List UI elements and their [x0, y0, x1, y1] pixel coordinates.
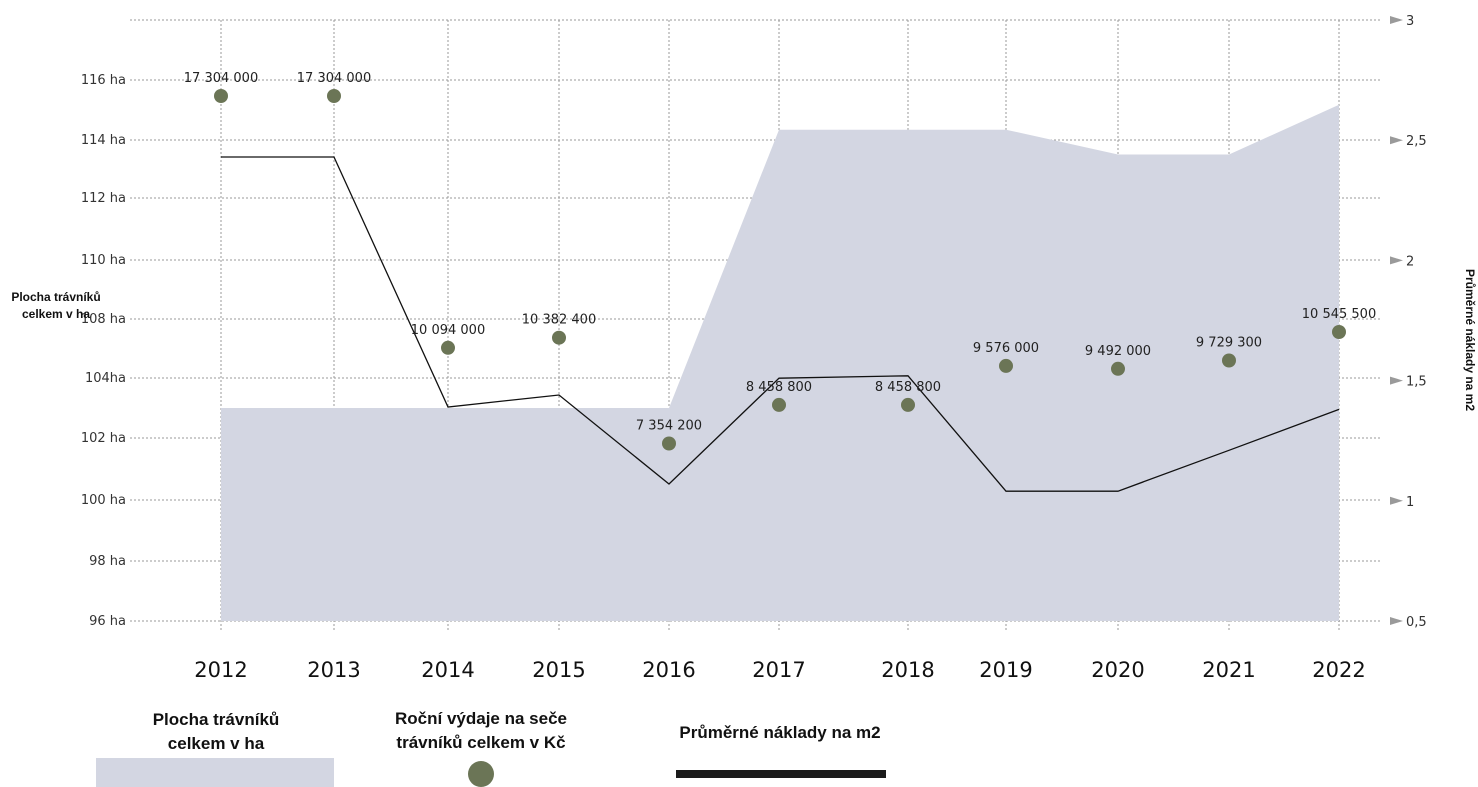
x-tick-label-2020: 2020: [1091, 658, 1144, 682]
left-tick-label-4: 104ha: [85, 371, 126, 386]
right-tick-label-5: 3: [1406, 14, 1414, 29]
legend: Plocha trávníků celkem v ha Roční výdaje…: [96, 709, 886, 787]
x-tick-label-2021: 2021: [1202, 658, 1255, 682]
data-label-2017: 8 458 800: [746, 380, 812, 395]
area-series-layer: [221, 104, 1339, 622]
legend-area-swatch: [96, 758, 334, 787]
data-point-2019: [999, 358, 1013, 373]
legend-scatter-label-line-2: trávníků celkem v Kč: [396, 733, 565, 752]
data-label-2021: 9 729 300: [1196, 336, 1262, 351]
line-series-layer: [221, 156, 1340, 492]
data-label-2013: 17 304 000: [297, 71, 371, 86]
data-point-2015: [552, 330, 566, 345]
data-label-2022: 10 545 500: [1302, 307, 1376, 322]
right-tick-label-3: 2: [1406, 254, 1414, 269]
data-point-2012: [214, 89, 228, 103]
x-tick-label-2016: 2016: [642, 658, 695, 682]
left-tick-label-6: 110 ha: [81, 253, 126, 268]
data-point-2020: [1111, 361, 1125, 376]
left-tick-label-7: 112 ha: [81, 191, 126, 206]
x-tick-label-2019: 2019: [979, 658, 1032, 682]
legend-scatter-marker: [468, 761, 494, 787]
left-tick-label-1: 98 ha: [89, 554, 126, 569]
right-axis-title: Průměrné náklady na m2: [1463, 269, 1477, 411]
left-tick-label-8: 114 ha: [81, 133, 126, 148]
legend-area-label-line-2: celkem v ha: [168, 734, 265, 753]
right-tick-label-1: 1: [1406, 495, 1414, 510]
x-tick-label-2013: 2013: [307, 658, 360, 682]
data-point-2013: [327, 89, 341, 103]
right-tick-arrow-0: [1390, 617, 1403, 625]
left-tick-label-9: 116 ha: [81, 73, 126, 88]
left-tick-label-0: 96 ha: [89, 614, 126, 629]
left-tick-label-3: 102 ha: [81, 431, 126, 446]
area-plocha-travniku: [221, 104, 1339, 622]
right-tick-arrow-3: [1390, 256, 1403, 265]
right-tick-arrow-2: [1390, 376, 1403, 385]
x-tick-label-2017: 2017: [752, 658, 805, 682]
left-axis-title-line-2: celkem v ha: [22, 307, 90, 321]
left-axis-title-line-1: Plocha trávníků: [11, 290, 100, 304]
left-tick-label-5: 108 ha: [81, 312, 126, 327]
x-tick-label-2012: 2012: [194, 658, 247, 682]
right-tick-label-2: 1,5: [1406, 375, 1427, 390]
data-label-2019: 9 576 000: [973, 341, 1039, 356]
data-label-2016: 7 354 200: [636, 419, 702, 434]
line-prumerne-naklady: [221, 156, 1340, 492]
data-point-2017: [772, 397, 786, 412]
data-point-2022: [1332, 325, 1346, 339]
data-point-2021: [1222, 353, 1236, 368]
legend-line-label: Průměrné náklady na m2: [679, 723, 880, 742]
legend-area-label-line-1: Plocha trávníků: [153, 710, 280, 729]
left-tick-label-2: 100 ha: [81, 493, 126, 508]
right-tick-arrow-1: [1390, 496, 1403, 505]
scatter-series-layer: 17 304 000 17 304 000 10 094 000 10 382 400…: [184, 71, 1376, 451]
right-tick-arrow-4: [1390, 136, 1403, 145]
data-label-2014: 10 094 000: [411, 323, 485, 338]
data-label-2015: 10 382 400: [522, 313, 596, 328]
legend-scatter-label-line-1: Roční výdaje na seče: [395, 709, 567, 728]
data-label-2020: 9 492 000: [1085, 344, 1151, 359]
data-point-2018: [901, 397, 915, 412]
x-tick-label-2022: 2022: [1312, 658, 1365, 682]
right-tick-arrow-5: [1390, 16, 1403, 24]
x-tick-label-2015: 2015: [532, 658, 585, 682]
legend-line-swatch: [676, 770, 886, 778]
x-tick-label-2014: 2014: [421, 658, 474, 682]
right-tick-label-4: 2,5: [1406, 134, 1427, 149]
tick-labels: 96 ha 98 ha 100 ha 102 ha 104ha 108 ha 110 ha 1…: [81, 14, 1427, 682]
data-point-2016: [662, 436, 676, 451]
data-label-2018: 8 458 800: [875, 380, 941, 395]
right-tick-label-0: 0,5: [1406, 615, 1427, 630]
data-label-2012: 17 304 000: [184, 71, 258, 86]
data-point-2014: [441, 340, 455, 355]
x-tick-label-2018: 2018: [881, 658, 934, 682]
